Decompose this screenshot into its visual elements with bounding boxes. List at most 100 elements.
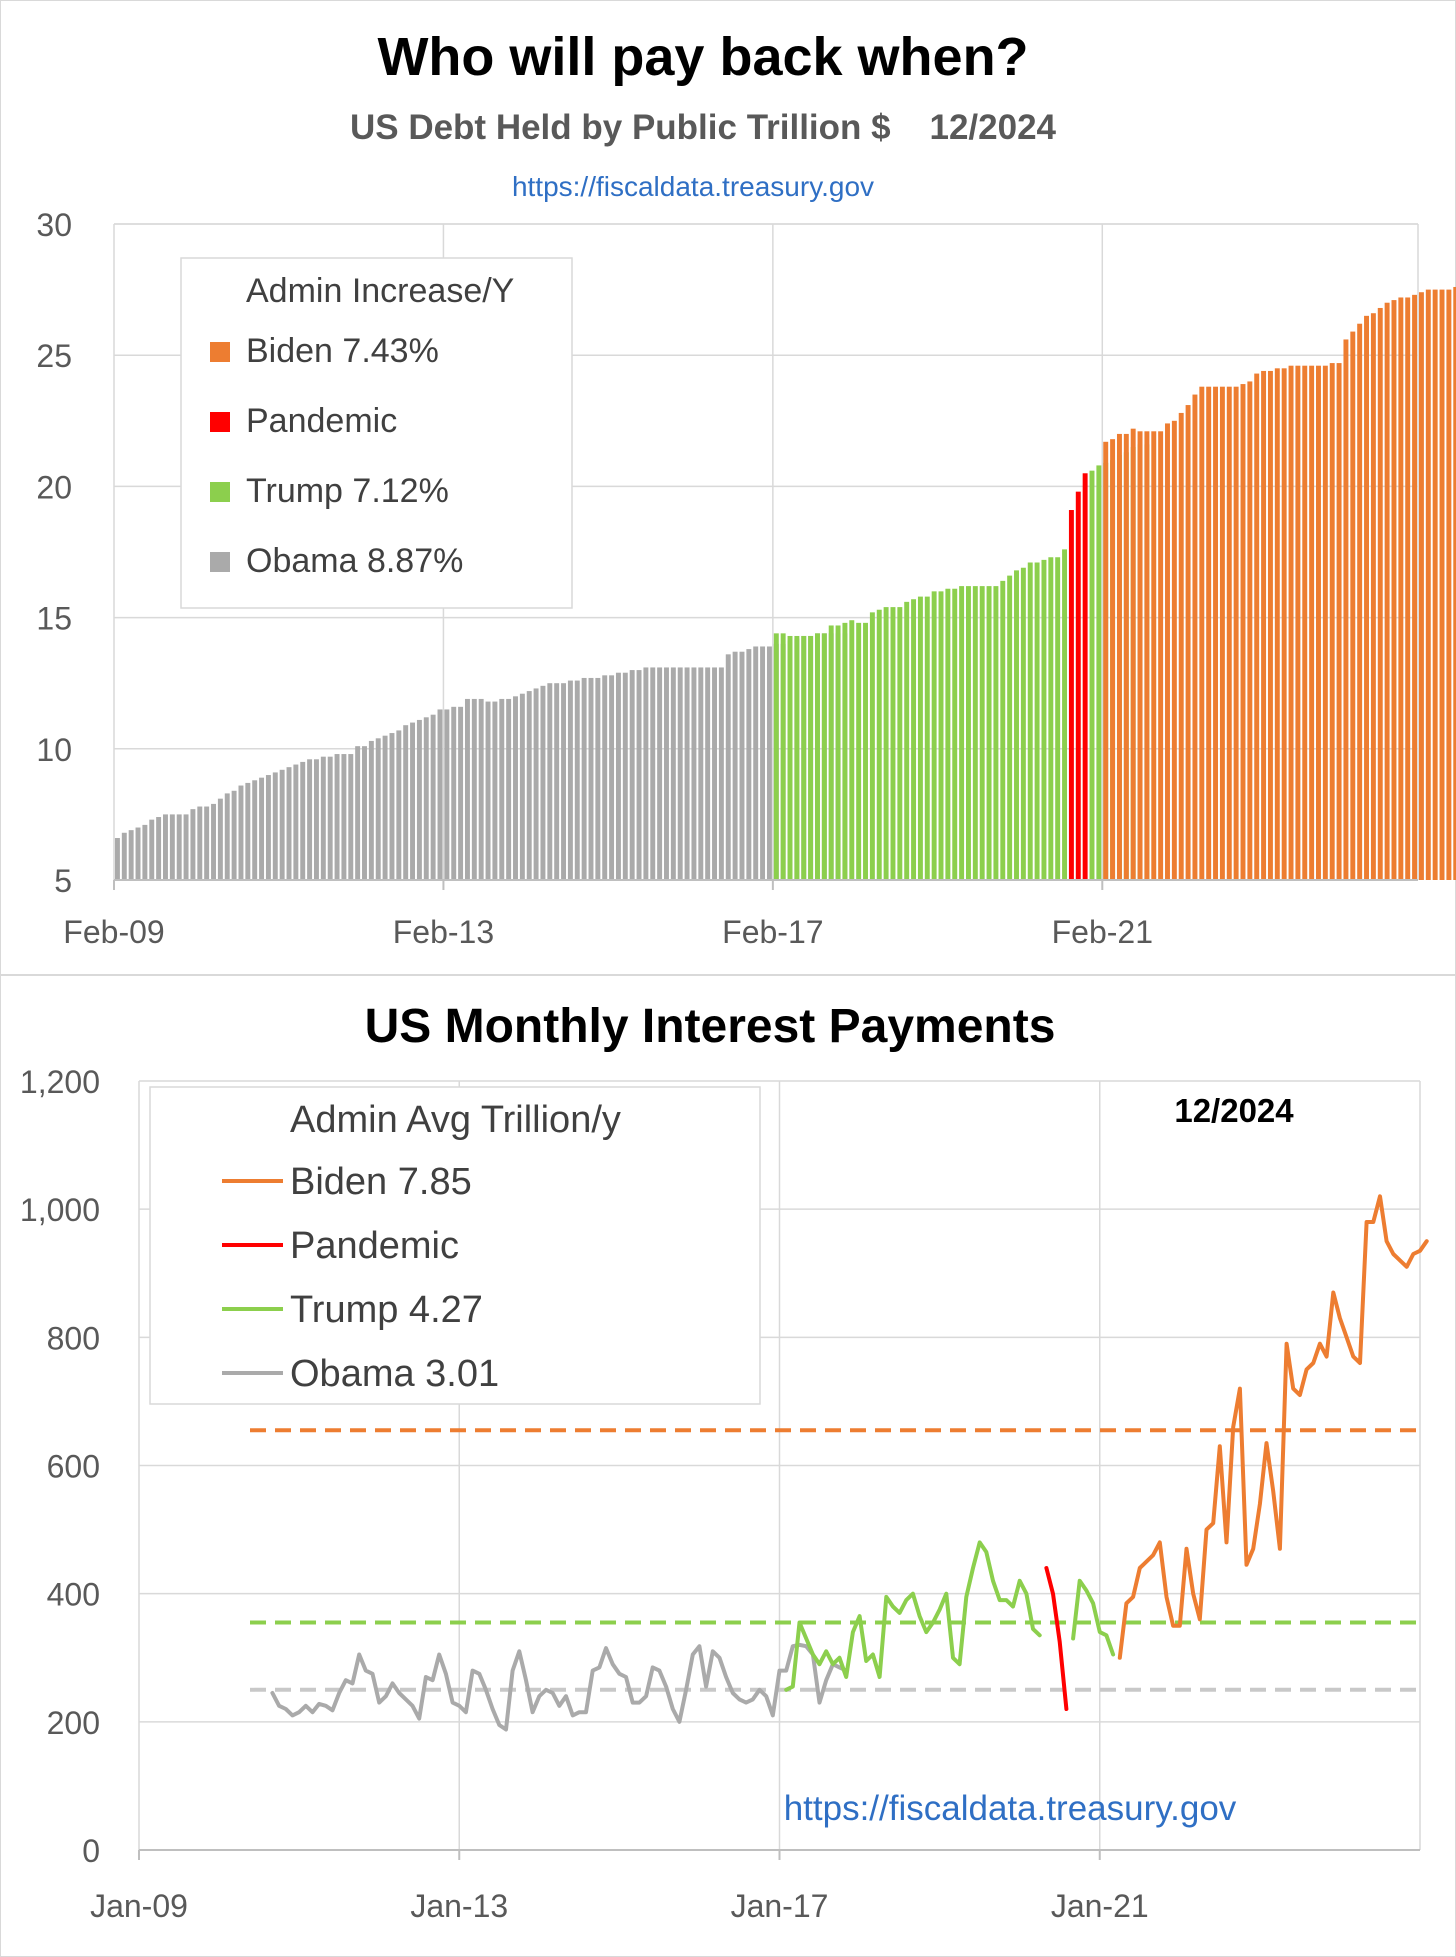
bottom-xtick-label: Jan-13 [410, 1888, 508, 1924]
obama-debt-bar [718, 667, 724, 880]
trump-debt-bar [1041, 559, 1047, 880]
obama-debt-bar [602, 675, 608, 880]
trump-debt-bar [938, 591, 944, 880]
obama-debt-bar [293, 764, 299, 880]
top-ytick-label: 30 [36, 207, 72, 243]
bottom-xtick-label: Jan-21 [1051, 1888, 1149, 1924]
trump-debt-bar [794, 635, 800, 880]
biden-debt-bar [1123, 433, 1129, 880]
trump-debt-bar [979, 586, 985, 880]
obama-debt-bar [375, 738, 381, 880]
top-ytick-label: 15 [36, 601, 72, 637]
obama-debt-bar [362, 746, 367, 880]
obama-debt-bar [286, 767, 292, 880]
biden-debt-bar [1316, 365, 1321, 880]
biden-debt-bar [1192, 394, 1198, 880]
biden-debt-bar [1274, 368, 1280, 880]
biden-debt-bar [1302, 365, 1308, 880]
top-chart-title: Who will pay back when? [377, 27, 1028, 87]
biden-debt-bar [1281, 368, 1287, 880]
top-chart-bars [114, 286, 1456, 881]
obama-debt-bar [142, 824, 148, 880]
biden-debt-bar [1226, 386, 1232, 880]
biden-debt-bar [1213, 386, 1219, 880]
obama-debt-bar [670, 667, 676, 880]
bottom-legend-title: Admin Avg Trillion/y [290, 1099, 621, 1141]
obama-debt-bar [211, 803, 216, 880]
biden-debt-bar [1165, 423, 1170, 880]
biden-debt-bar [1261, 370, 1267, 880]
biden-debt-bar [1446, 289, 1452, 881]
trump-interest-line [784, 1540, 1042, 1692]
biden-debt-bar [1453, 286, 1456, 880]
bottom-ytick-label: 1,200 [20, 1064, 100, 1100]
obama-debt-bar [609, 675, 615, 880]
obama-debt-bar [540, 685, 546, 880]
pandemic-debt-bar [1082, 473, 1088, 880]
obama-debt-bar [238, 785, 244, 880]
obama-debt-bar [382, 735, 388, 880]
biden-debt-bar [1425, 289, 1431, 881]
obama-debt-bar [636, 670, 642, 880]
obama-debt-bar [684, 667, 690, 880]
pandemic-legend-label: Pandemic [246, 402, 397, 440]
biden-debt-bar [1103, 441, 1109, 880]
obama-debt-bar [506, 698, 512, 880]
biden-debt-bar [1199, 386, 1205, 880]
biden-debt-bar [1418, 292, 1424, 880]
trump-debt-bar [869, 612, 875, 880]
obama-debt-bar [766, 646, 772, 880]
biden-debt-bar [1151, 431, 1157, 880]
bottom-chart-date-label: 12/2024 [1174, 1092, 1294, 1129]
obama-debt-bar [204, 806, 210, 880]
obama-debt-bar [183, 814, 189, 880]
obama-debt-bar [114, 838, 120, 880]
trump-debt-bar [1020, 567, 1026, 880]
obama-debt-bar [753, 646, 759, 880]
obama-debt-bar [464, 698, 470, 880]
biden-debt-bar [1137, 431, 1143, 880]
bottom-legend-items: Biden 7.85 Pandemic Trump 4.27 Obama 3.01 [222, 1161, 499, 1395]
biden-debt-bar [1247, 381, 1253, 880]
biden-debt-bar [1178, 412, 1184, 880]
biden-debt-bar [1432, 289, 1438, 881]
trump-debt-bar [965, 586, 971, 880]
trump-debt-bar [1034, 562, 1040, 880]
biden-debt-bar [1405, 297, 1411, 880]
bottom-ytick-label: 800 [47, 1320, 100, 1356]
obama-debt-bar [561, 683, 567, 880]
obama-debt-bar [492, 701, 498, 880]
trump-legend-label: Trump 7.12% [246, 472, 449, 510]
obama-debt-bar [121, 832, 127, 880]
obama-debt-bar [149, 819, 155, 880]
trump-debt-bar [1007, 575, 1013, 880]
obama-debt-bar [368, 740, 374, 880]
trump-debt-bar [1055, 557, 1061, 880]
trump-debt-bar [1000, 580, 1006, 880]
pandemic-debt-bar [1075, 491, 1081, 880]
trump-debt-bar [1096, 465, 1102, 880]
obama-debt-bar [217, 798, 223, 880]
biden-debt-bar [1309, 365, 1315, 880]
biden-interest-line [1117, 1194, 1429, 1660]
trump-interest-line [1071, 1578, 1116, 1657]
obama-debt-bar [313, 759, 319, 880]
obama-debt-bar [526, 691, 532, 880]
obama-debt-bar [128, 830, 134, 880]
obama-debt-bar [547, 683, 553, 880]
top-xtick-label: Feb-09 [63, 914, 164, 950]
biden-debt-bar [1322, 365, 1328, 880]
bottom-chart-lines [270, 1194, 1429, 1732]
biden-debt-bar [1364, 315, 1369, 881]
trump-debt-bar [904, 601, 910, 880]
pandemic-interest-line [1044, 1566, 1069, 1711]
obama-debt-bar [320, 756, 326, 880]
obama-debt-bar [451, 706, 457, 880]
bottom-ytick-label: 400 [47, 1577, 100, 1613]
trump-debt-bar [842, 622, 848, 880]
obama-debt-bar [163, 814, 168, 880]
obama-debt-bar [224, 793, 230, 880]
biden-debt-bar [1329, 363, 1335, 880]
trump-debt-bar [856, 622, 862, 880]
obama-debt-bar [259, 777, 265, 880]
